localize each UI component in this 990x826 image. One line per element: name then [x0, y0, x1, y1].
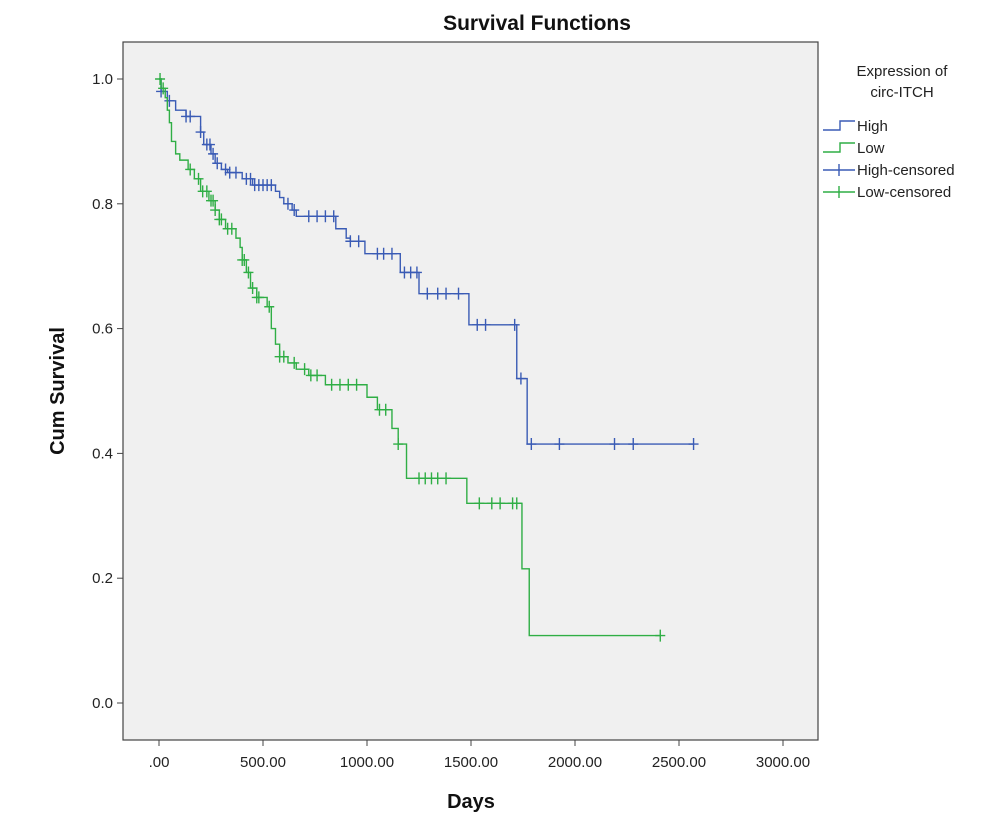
censored-mark-high: [526, 438, 537, 451]
censored-mark-high: [208, 147, 219, 160]
censored-mark-high: [289, 204, 300, 217]
censored-mark-low: [289, 356, 300, 369]
censored-mark-low: [201, 185, 212, 198]
x-tick-label: 500.00: [240, 754, 286, 771]
censored-mark-high: [220, 163, 231, 176]
y-tick-label: 0.4: [92, 445, 113, 462]
censored-mark-high: [185, 110, 196, 123]
y-tick-label: 0.0: [92, 695, 113, 712]
y-tick-label: 1.0: [92, 71, 113, 88]
legend-entry: High-censored: [857, 162, 955, 179]
plot-area: [122, 41, 819, 741]
x-tick-label: 3000.00: [756, 754, 810, 771]
x-tick-label: .00: [149, 754, 170, 771]
legend-swatch-censor: [823, 186, 855, 198]
x-tick-label: 2500.00: [652, 754, 706, 771]
censored-mark-low: [495, 497, 506, 510]
censored-mark-low: [278, 350, 289, 363]
censored-mark-low: [239, 253, 250, 266]
y-tick-label: 0.8: [92, 196, 113, 213]
censored-mark-high: [480, 318, 491, 331]
censored-mark-high: [245, 172, 256, 185]
x-tick-label: 1500.00: [444, 754, 498, 771]
y-tick-label: 0.2: [92, 570, 113, 587]
chart-title: Survival Functions: [443, 12, 631, 35]
censored-mark-high: [441, 287, 452, 300]
x-tick-label: 2000.00: [548, 754, 602, 771]
censored-mark-high: [453, 287, 464, 300]
legend-swatch-censor: [823, 164, 855, 176]
censored-mark-low: [243, 266, 254, 279]
legend-entry: Low: [857, 140, 885, 157]
legend-entry: Low-censored: [857, 184, 951, 201]
censored-mark-high: [688, 438, 699, 451]
y-tick-label: 0.6: [92, 321, 113, 338]
censored-mark-high: [282, 197, 293, 210]
censored-mark-high: [204, 138, 215, 151]
legend-title: circ-ITCH: [870, 84, 933, 101]
censored-mark-low: [216, 213, 227, 226]
legend-title: Expression of: [857, 63, 949, 80]
censored-mark-high: [509, 318, 520, 331]
legend-swatch-line: [823, 120, 855, 131]
censored-mark-high: [212, 157, 223, 170]
censored-mark-high: [411, 266, 422, 279]
censored-mark-low: [351, 378, 362, 391]
legend-swatch-line: [823, 142, 855, 153]
x-axis-label: Days: [447, 791, 495, 813]
censored-mark-low: [253, 291, 264, 304]
censored-mark-low: [441, 472, 452, 485]
censored-mark-high: [195, 126, 206, 139]
censored-mark-high: [515, 372, 526, 385]
censored-mark-high: [266, 179, 277, 192]
censored-mark-low: [380, 403, 391, 416]
censored-mark-low: [193, 172, 204, 185]
censored-mark-low: [655, 629, 666, 642]
censored-mark-high: [554, 438, 565, 451]
censored-mark-low: [158, 82, 169, 95]
censored-mark-low: [393, 438, 404, 451]
censored-mark-low: [247, 282, 258, 295]
censored-mark-low: [474, 497, 485, 510]
censored-mark-high: [164, 94, 175, 107]
censored-mark-low: [312, 369, 323, 382]
censored-mark-low: [511, 497, 522, 510]
censored-mark-low: [185, 163, 196, 176]
censored-mark-low: [210, 204, 221, 217]
censored-mark-high: [353, 235, 364, 248]
censored-mark-low: [299, 363, 310, 376]
censored-mark-high: [386, 247, 397, 260]
legend-entry: High: [857, 118, 888, 135]
censored-mark-high: [328, 210, 339, 223]
censored-mark-low: [264, 300, 275, 313]
censored-mark-low: [155, 73, 166, 85]
censored-mark-high: [609, 438, 620, 451]
censored-mark-low: [226, 222, 237, 235]
y-axis-label: Cum Survival: [47, 327, 69, 455]
censored-mark-high: [422, 287, 433, 300]
x-tick-label: 1000.00: [340, 754, 394, 771]
censored-mark-high: [628, 438, 639, 451]
censored-mark-high: [230, 166, 241, 179]
censored-mark-low: [208, 194, 219, 207]
